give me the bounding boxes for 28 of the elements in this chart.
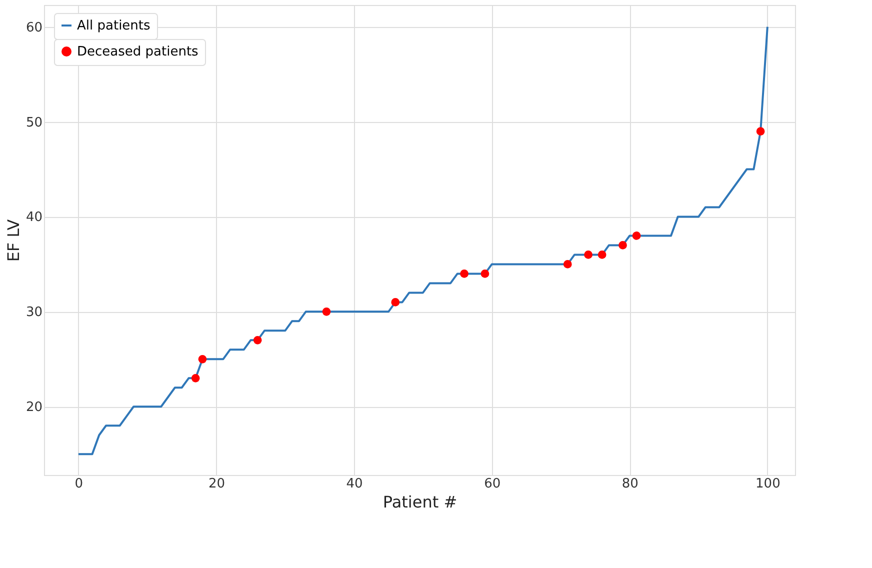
point bbox=[584, 250, 592, 259]
point bbox=[480, 270, 490, 278]
legend-label: Deceased patients bbox=[77, 44, 199, 60]
y-tick-label: 20 bbox=[26, 400, 42, 416]
point bbox=[191, 374, 200, 382]
y-tick-label: 50 bbox=[26, 115, 42, 130]
x-tick-label: 40 bbox=[346, 476, 363, 492]
x-tick-label: 0 bbox=[74, 476, 84, 492]
y-tick-label: 60 bbox=[26, 20, 42, 36]
point bbox=[598, 250, 606, 259]
point bbox=[460, 270, 468, 278]
x-tick-label: 20 bbox=[208, 476, 226, 492]
point bbox=[198, 354, 207, 364]
point bbox=[322, 308, 331, 316]
point bbox=[632, 232, 641, 240]
y-tick-label: 40 bbox=[26, 210, 42, 226]
y-axis-title: EF LV bbox=[4, 219, 23, 262]
point bbox=[391, 298, 400, 306]
legend-label: All patients bbox=[77, 18, 151, 34]
point bbox=[563, 260, 572, 268]
point bbox=[253, 336, 262, 344]
x-tick-label: 80 bbox=[622, 476, 638, 492]
x-tick-label: 60 bbox=[484, 476, 501, 492]
x-tick-label: 100 bbox=[756, 476, 780, 492]
y-tick-label: 30 bbox=[26, 305, 42, 320]
x-axis-title: Patient # bbox=[382, 492, 458, 512]
point bbox=[618, 241, 627, 250]
point bbox=[756, 127, 765, 136]
